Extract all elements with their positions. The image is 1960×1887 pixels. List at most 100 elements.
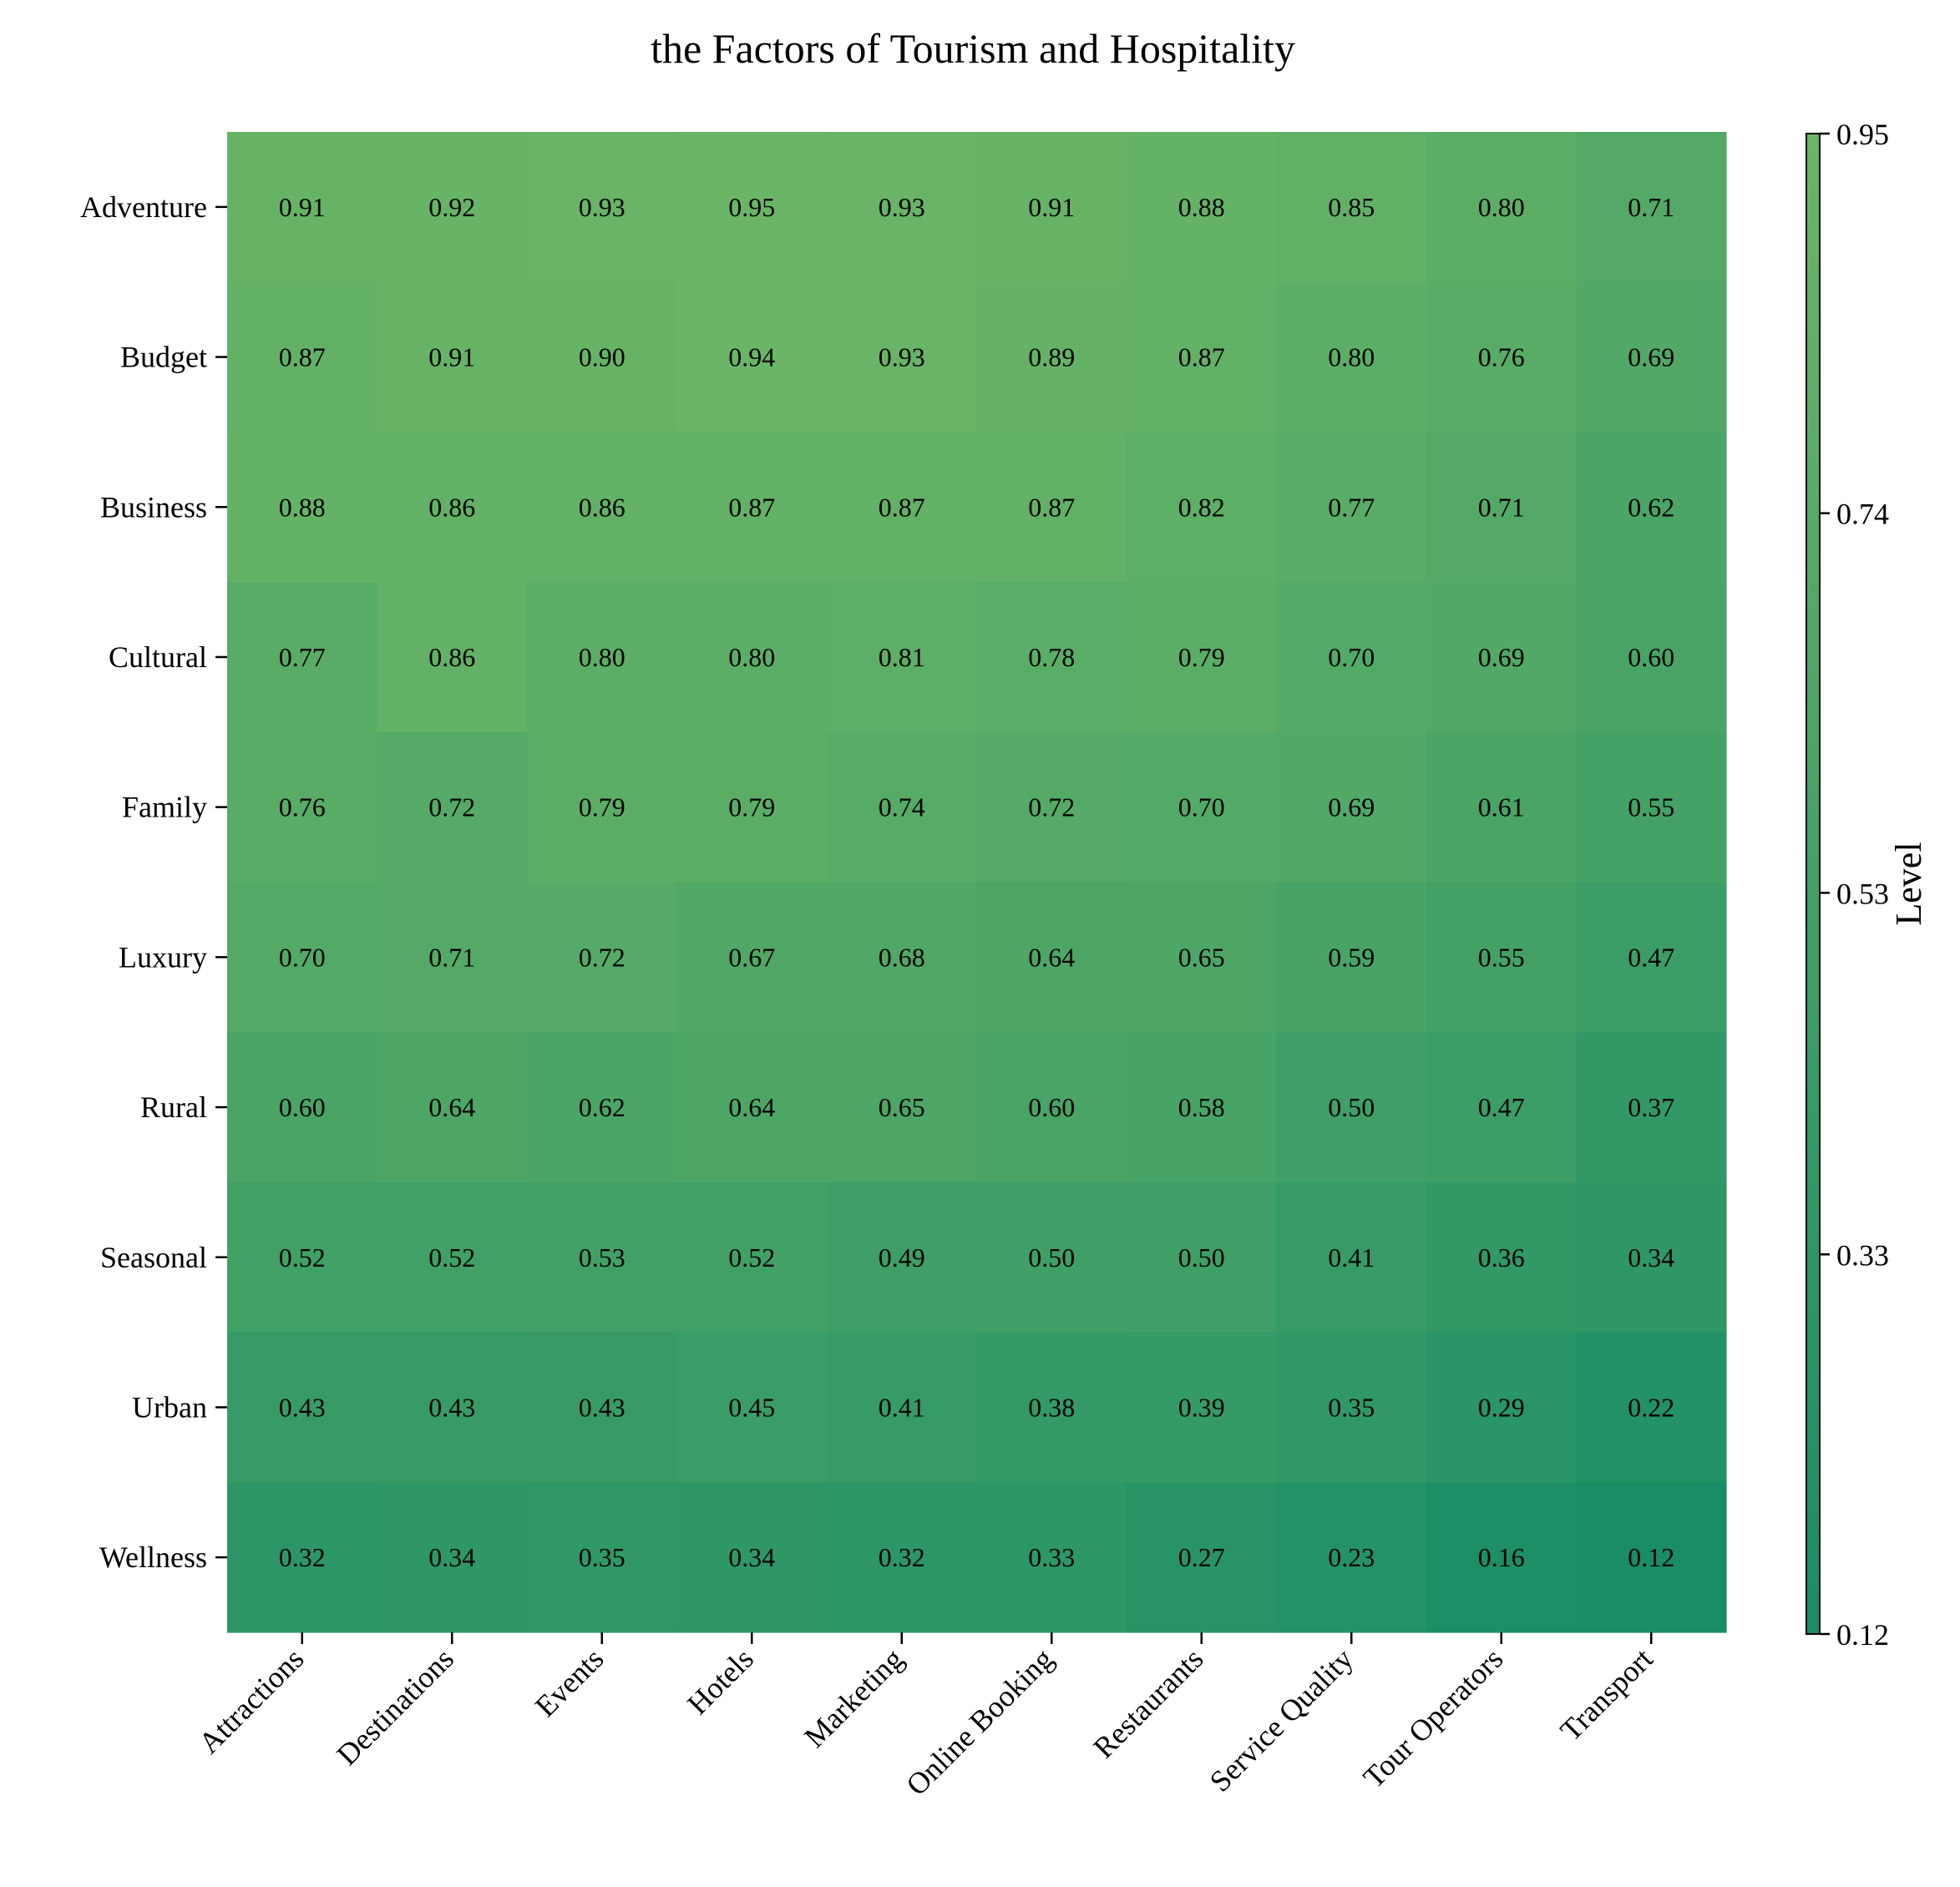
heatmap-cell-family-attractions (227, 731, 378, 883)
colorbar-segment (1806, 1521, 1820, 1535)
colorbar-segment (1806, 458, 1820, 473)
colorbar-segment (1806, 1484, 1820, 1498)
chart-title: the Factors of Tourism and Hospitality (651, 25, 1295, 72)
colorbar-segment (1806, 1258, 1820, 1272)
heatmap-cell-cultural-transport (1576, 582, 1727, 733)
cell-value-label: 0.52 (428, 1242, 475, 1272)
heatmap-cell-luxury-transport (1576, 882, 1727, 1033)
cell-value-label: 0.59 (1328, 942, 1375, 972)
heatmap-cell-cultural-events (527, 582, 678, 733)
heatmap-cell-cultural-restaurants (1127, 582, 1278, 733)
colorbar-segment (1806, 208, 1820, 222)
colorbar-segment (1806, 1409, 1820, 1423)
heatmap-cell-family-tour-operators (1426, 731, 1578, 883)
heatmap-cell-seasonal-transport (1576, 1181, 1727, 1333)
cell-value-label: 0.82 (1178, 492, 1225, 522)
colorbar-segment (1806, 984, 1820, 998)
colorbar-segment (1806, 358, 1820, 372)
cell-value-label: 0.60 (1028, 1092, 1075, 1122)
cell-value-label: 0.64 (728, 1092, 775, 1122)
colorbar-segment (1806, 921, 1820, 935)
colorbar-segment (1806, 1109, 1820, 1122)
x-tick-label-tour-operators: Tour Operators (1357, 1642, 1510, 1794)
cell-value-label: 0.62 (579, 1092, 625, 1122)
colorbar-segment (1806, 1271, 1820, 1285)
cell-value-label: 0.72 (1028, 792, 1075, 822)
heatmap-cell-family-marketing (827, 731, 978, 883)
colorbar-segment (1806, 1071, 1820, 1085)
cell-value-label: 0.91 (279, 192, 326, 222)
cell-value-label: 0.61 (1478, 792, 1525, 822)
heatmap-cells (227, 132, 1727, 1633)
heatmap-cell-family-service-quality (1276, 731, 1427, 883)
y-tick-label-wellness: Wellness (99, 1540, 207, 1574)
colorbar-segment (1806, 1371, 1820, 1385)
heatmap-cell-adventure-destinations (377, 132, 528, 283)
cell-value-label: 0.60 (279, 1092, 326, 1122)
heatmap-cell-seasonal-destinations (377, 1181, 528, 1333)
heatmap-cell-family-destinations (377, 731, 528, 883)
colorbar-segment (1806, 333, 1820, 347)
colorbar-segment (1806, 1196, 1820, 1210)
colorbar-segment (1806, 183, 1820, 197)
colorbar-segment (1806, 908, 1820, 923)
y-tick-label-business: Business (100, 490, 207, 524)
colorbar-segment (1806, 1321, 1820, 1335)
cell-value-label: 0.88 (279, 492, 326, 522)
colorbar-segment (1806, 321, 1820, 335)
colorbar-segment (1806, 696, 1820, 710)
heatmap-cell-luxury-events (527, 882, 678, 1033)
heatmap-cell-adventure-transport (1576, 132, 1727, 283)
heatmap-cell-urban-destinations (377, 1332, 528, 1483)
cell-value-label: 0.35 (1328, 1392, 1375, 1422)
cell-value-label: 0.55 (1478, 942, 1525, 972)
colorbar-segment (1806, 746, 1820, 760)
colorbar-segment (1806, 1283, 1820, 1298)
cell-value-label: 0.60 (1628, 642, 1674, 672)
cell-value-label: 0.85 (1328, 192, 1375, 222)
heatmap-cell-budget-transport (1576, 281, 1727, 433)
heatmap-cell-adventure-tour-operators (1426, 132, 1578, 283)
x-tick-label-online-booking: Online Booking (899, 1642, 1060, 1802)
heatmap-cell-wellness-attractions (227, 1482, 378, 1633)
heatmap-cell-rural-service-quality (1276, 1032, 1427, 1183)
heatmap-cell-urban-online-booking (976, 1332, 1127, 1483)
colorbar-segment (1806, 621, 1820, 635)
y-tick-label-luxury: Luxury (119, 940, 207, 974)
colorbar-segment (1806, 396, 1820, 410)
colorbar-segment (1806, 1596, 1820, 1610)
colorbar-segment (1806, 1158, 1820, 1172)
colorbar-segment (1806, 1559, 1820, 1572)
cell-value-label: 0.67 (728, 942, 775, 972)
cell-value-label: 0.69 (1478, 642, 1525, 672)
heatmap-cell-seasonal-online-booking (976, 1181, 1127, 1333)
cell-value-label: 0.79 (728, 792, 775, 822)
colorbar-segment (1806, 584, 1820, 597)
heatmap-cell-urban-tour-operators (1426, 1332, 1578, 1483)
colorbar-segment (1806, 1171, 1820, 1185)
cell-value-label: 0.86 (579, 492, 625, 522)
heatmap-cell-wellness-service-quality (1276, 1482, 1427, 1633)
cell-value-label: 0.91 (428, 342, 475, 372)
cell-value-label: 0.64 (1028, 942, 1075, 972)
y-tick-label-budget: Budget (120, 341, 207, 374)
colorbar-segment (1806, 833, 1820, 847)
y-tick-label-rural: Rural (140, 1090, 207, 1124)
colorbar-segment (1806, 1208, 1820, 1222)
colorbar-segment (1806, 733, 1820, 747)
colorbar-segment (1806, 1421, 1820, 1435)
colorbar-segment (1806, 1121, 1820, 1135)
heatmap-cell-business-events (527, 432, 678, 583)
cell-value-label: 0.87 (728, 492, 775, 522)
heatmap-cell-luxury-marketing (827, 882, 978, 1033)
cell-value-label: 0.58 (1178, 1092, 1225, 1122)
cell-value-label: 0.43 (428, 1392, 475, 1422)
heatmap-cell-urban-hotels (676, 1332, 828, 1483)
y-tick-label-seasonal: Seasonal (100, 1241, 207, 1274)
y-axis: Adventure Budget Business Cultural Family Lux… (80, 190, 227, 1574)
cell-value-label: 0.36 (1478, 1242, 1525, 1272)
colorbar-segment (1806, 1046, 1820, 1060)
cell-value-label: 0.80 (1328, 342, 1375, 372)
colorbar-segment (1806, 1584, 1820, 1597)
